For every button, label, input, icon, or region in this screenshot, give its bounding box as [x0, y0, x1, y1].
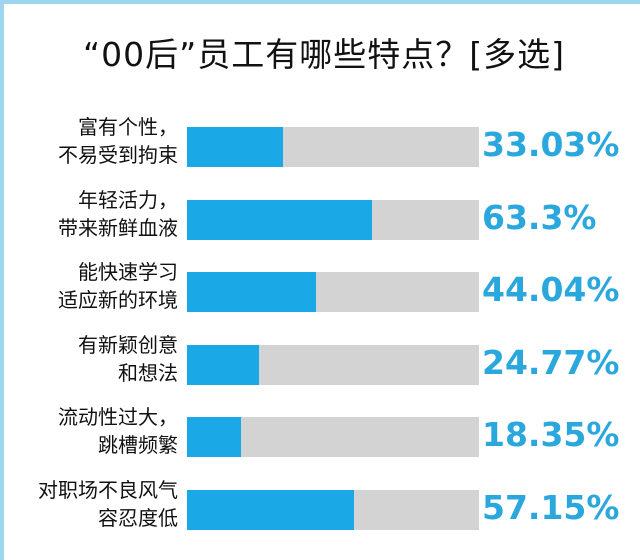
- category-label-line: 流动性过大，: [58, 405, 178, 429]
- category-label: 有新颖创意和想法: [0, 331, 178, 387]
- category-label-line: 对职场不良风气: [38, 477, 178, 502]
- bar-track: [187, 344, 479, 385]
- category-label-line: 年轻活力，: [78, 187, 178, 212]
- value-label: 18.35%: [482, 415, 620, 454]
- category-label-line: 适应新的环境: [58, 288, 178, 312]
- category-label: 对职场不良风气容忍度低: [0, 476, 178, 532]
- chart-title: “00后”员工有哪些特点？[多选]: [83, 35, 565, 74]
- bar-row: 富有个性， 不易受到拘束 33.03%: [4, 107, 640, 177]
- category-label-line: 容忍度低: [98, 505, 178, 530]
- bar-row: 能快速学习适应新的环境 44.04%: [4, 252, 640, 322]
- category-label-line: 跳槽频繁: [98, 433, 178, 457]
- bar-row: 年轻活力， 带来新鲜血液 63.3%: [4, 180, 640, 250]
- bar-track: [187, 199, 479, 240]
- bar-track: [187, 489, 479, 530]
- category-label: 能快速学习适应新的环境: [0, 258, 178, 314]
- category-label-line: 和想法: [118, 360, 178, 385]
- category-label-line: 不易受到拘束: [58, 143, 178, 167]
- category-label: 流动性过大， 跳槽频繁: [0, 403, 178, 459]
- bar-fill: [187, 489, 354, 530]
- bar-row: 对职场不良风气容忍度低 57.15%: [4, 470, 640, 540]
- bar-track: [187, 272, 479, 312]
- category-label: 富有个性， 不易受到拘束: [0, 113, 178, 169]
- category-label: 年轻活力， 带来新鲜血液: [0, 186, 178, 242]
- value-label: 63.3%: [482, 197, 597, 237]
- category-label-line: 富有个性，: [78, 115, 178, 139]
- category-label-line: 能快速学习: [78, 260, 178, 284]
- bar-fill: [187, 127, 284, 167]
- bar-track: [187, 127, 479, 167]
- bar-track: [187, 417, 479, 457]
- bar-row: 有新颖创意和想法 24.77%: [4, 325, 640, 395]
- value-label: 57.15%: [482, 487, 620, 527]
- category-label-line: 有新颖创意: [78, 332, 178, 357]
- bar-fill: [187, 344, 260, 385]
- value-label: 44.04%: [482, 270, 620, 309]
- value-label: 33.03%: [482, 125, 620, 164]
- value-label: 24.77%: [482, 342, 620, 382]
- category-label-line: 带来新鲜血液: [58, 215, 178, 240]
- bar-fill: [187, 199, 372, 240]
- bar-fill: [187, 417, 241, 457]
- bar-fill: [187, 272, 316, 312]
- bar-row: 流动性过大， 跳槽频繁 18.35%: [4, 397, 640, 467]
